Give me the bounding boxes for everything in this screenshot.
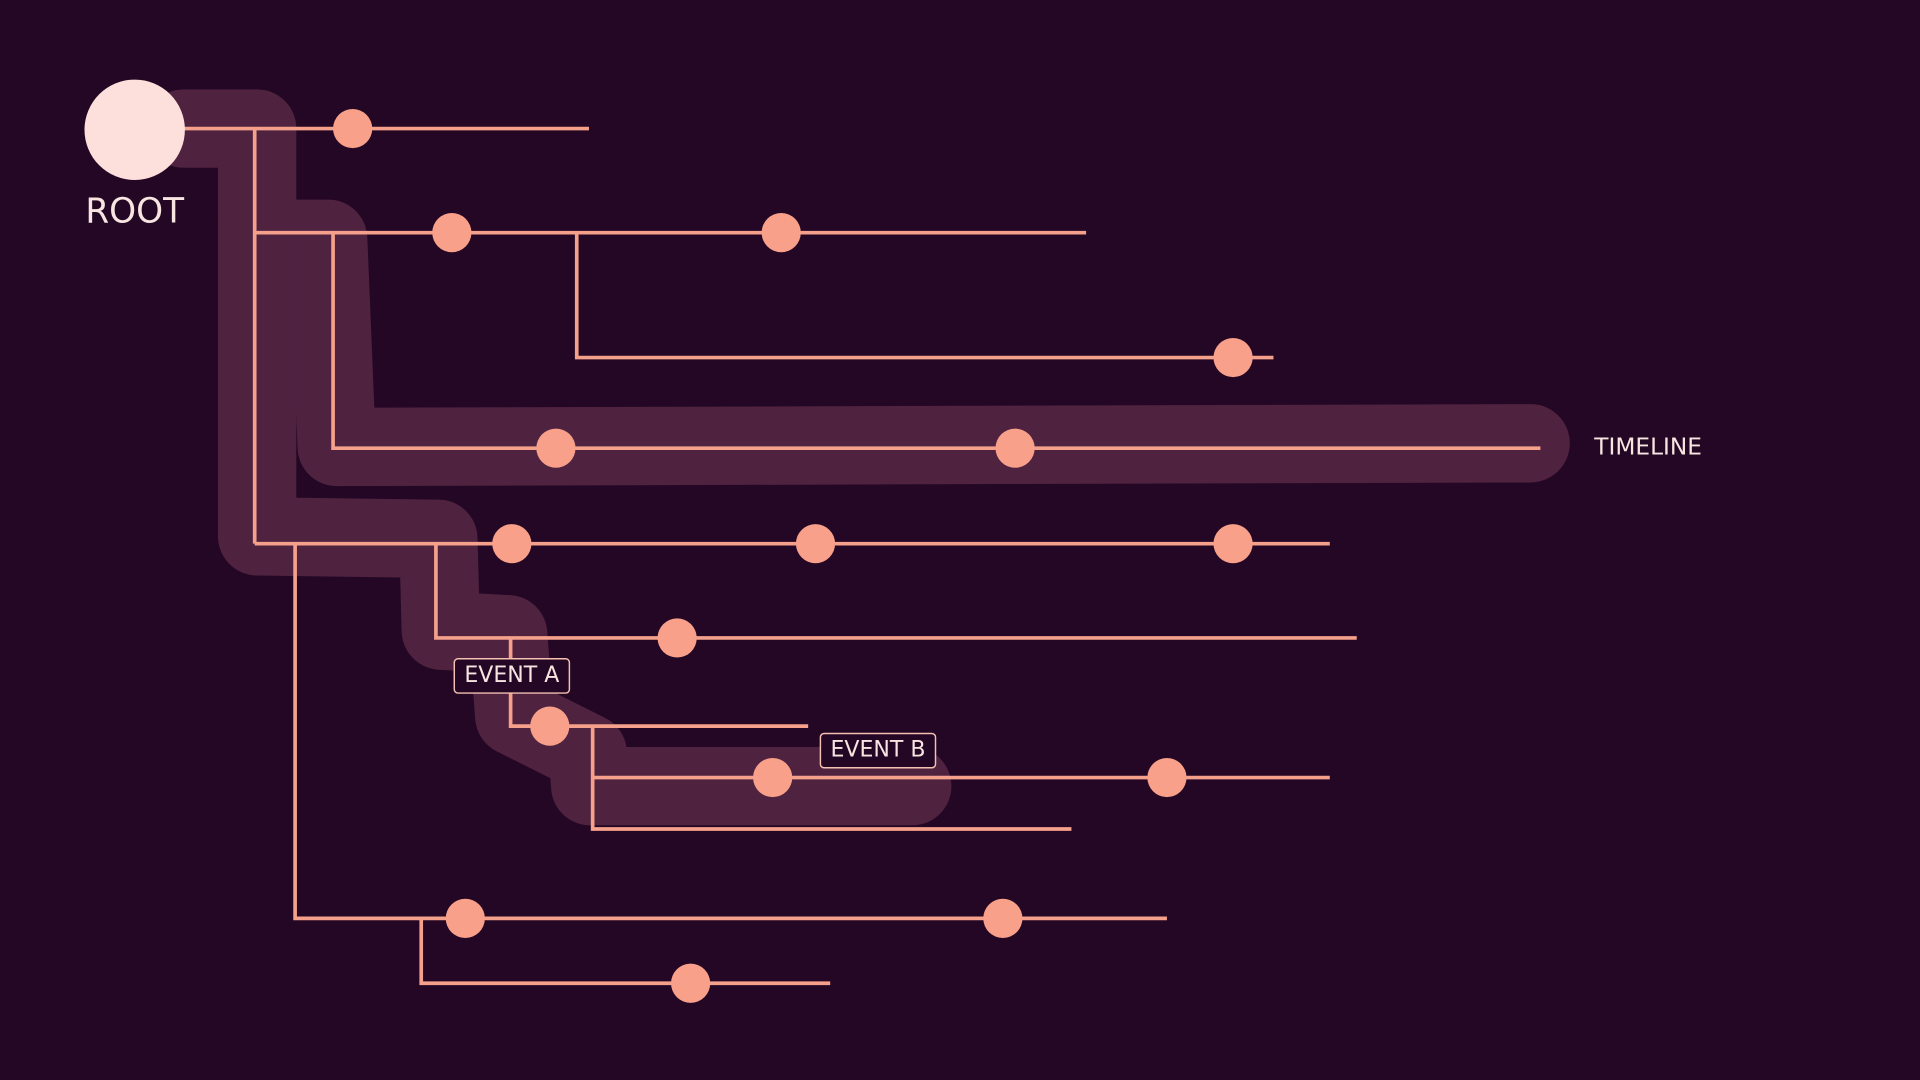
nodes — [333, 108, 1253, 1003]
node — [761, 213, 801, 253]
timeline-label: TIMELINE — [1593, 434, 1702, 461]
node — [432, 213, 472, 253]
event-label: EVENT A — [464, 663, 559, 688]
node — [445, 898, 485, 938]
root-label: ROOT — [85, 192, 185, 232]
node — [671, 963, 711, 1003]
node — [995, 428, 1035, 468]
node — [795, 524, 836, 564]
node — [530, 706, 570, 746]
event-box — [819, 732, 937, 769]
root-node — [84, 79, 185, 180]
node — [753, 757, 793, 798]
node — [492, 524, 532, 564]
node — [983, 898, 1023, 938]
branches — [183, 126, 1541, 986]
event-label: EVENT B — [830, 738, 925, 763]
node — [1213, 524, 1253, 564]
event-box — [453, 658, 571, 694]
node — [1213, 337, 1253, 378]
highlight-path — [217, 199, 952, 826]
node — [536, 428, 576, 468]
branch-lines — [183, 126, 1541, 986]
node — [333, 108, 373, 149]
node — [657, 618, 697, 658]
node — [1147, 757, 1187, 798]
